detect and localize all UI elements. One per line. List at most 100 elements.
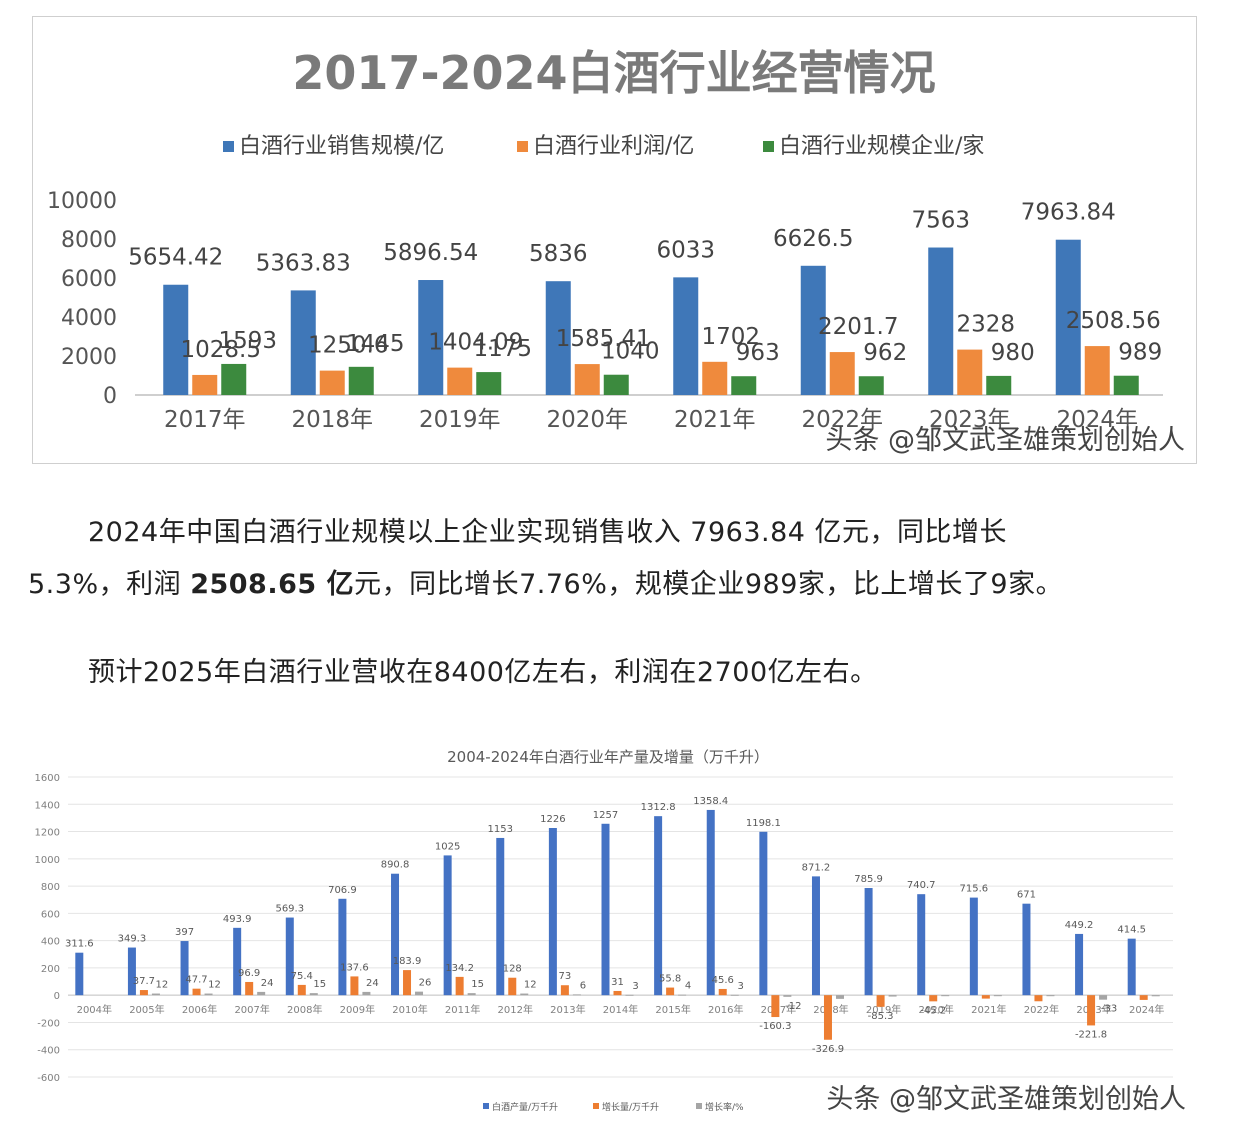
chart2-xtick: 2022年 bbox=[1024, 1003, 1059, 1016]
chart2-bar-1 bbox=[613, 990, 622, 996]
chart1-data-label: 1585.41 bbox=[556, 326, 651, 352]
chart2-data-label: 785.9 bbox=[854, 874, 883, 885]
chart1-data-label: 5896.54 bbox=[383, 240, 478, 266]
chart2-data-label: 349.3 bbox=[118, 934, 147, 945]
chart1-data-label: 963 bbox=[736, 340, 780, 366]
chart2-xtick: 2010年 bbox=[392, 1003, 427, 1016]
chart1-data-label: 1028.5 bbox=[181, 337, 261, 363]
chart1-data-label: 7563 bbox=[911, 208, 970, 234]
chart2-bar-0 bbox=[1022, 903, 1031, 996]
chart2-bar-0 bbox=[1127, 938, 1136, 996]
chart2-data-label: 24 bbox=[261, 978, 274, 989]
chart2-xtick: 2014年 bbox=[603, 1003, 638, 1016]
chart2-bar-1 bbox=[508, 977, 517, 996]
chart2-bar-0 bbox=[127, 947, 136, 996]
chart2-bar-0 bbox=[601, 823, 610, 996]
chart1-xtick: 2019年 bbox=[419, 407, 501, 433]
chart2-data-label: 73 bbox=[559, 971, 572, 982]
chart1-legend-label: 白酒行业规模企业/家 bbox=[779, 134, 984, 159]
chart2-bar-1 bbox=[981, 995, 990, 999]
chart2-ytick: 600 bbox=[41, 909, 60, 920]
chart1-ytick: 8000 bbox=[61, 228, 117, 253]
chart2-ytick: 1000 bbox=[35, 855, 60, 866]
chart2-bar-1 bbox=[1034, 995, 1043, 1002]
chart2-bar-2 bbox=[625, 994, 634, 996]
chart1-bar-1 bbox=[1084, 346, 1110, 395]
chart2-xtick: 2015年 bbox=[655, 1003, 690, 1016]
chart2-bar-1 bbox=[245, 981, 254, 996]
chart1-data-label: 2201.7 bbox=[818, 314, 898, 340]
chart2-bar-2 bbox=[467, 993, 476, 996]
chart1-legend-swatch bbox=[223, 141, 234, 152]
chart2-data-label: 1358.4 bbox=[693, 796, 728, 807]
chart2-bar-0 bbox=[180, 941, 189, 996]
chart2-data-label: -45.2 bbox=[920, 1005, 946, 1016]
chart2-data-label: 1226 bbox=[540, 814, 565, 825]
chart2-data-label: 1312.8 bbox=[641, 802, 676, 813]
chart2-data-label: 671 bbox=[1017, 890, 1036, 901]
chart2-bar-1 bbox=[876, 995, 885, 1007]
chart2-data-label: 183.9 bbox=[393, 956, 422, 967]
chart2-legend-label: 增长量/万千升 bbox=[602, 1101, 659, 1113]
paragraph-sales: 2024年中国白酒行业规模以上企业实现销售收入 7963.84 亿元，同比增长 bbox=[88, 510, 1007, 549]
chart2-data-label: 706.9 bbox=[328, 885, 357, 896]
chart1-xtick: 2020年 bbox=[546, 407, 628, 433]
chart2-xtick: 2016年 bbox=[708, 1003, 743, 1016]
chart2-bar-2 bbox=[941, 995, 950, 997]
chart1-bar-2 bbox=[1113, 375, 1139, 395]
chart2-bar-1 bbox=[350, 976, 359, 996]
chart2-bar-2 bbox=[572, 994, 581, 996]
chart2-data-label: 4 bbox=[685, 981, 691, 992]
chart2-bar-2 bbox=[888, 995, 897, 997]
chart1-bar-0 bbox=[290, 290, 316, 395]
chart1-data-label: 962 bbox=[863, 340, 907, 366]
chart1-ytick: 2000 bbox=[61, 345, 117, 370]
chart2-data-label: 740.7 bbox=[907, 880, 936, 891]
chart2-bar-2 bbox=[151, 993, 160, 996]
chart2-data-label: 128 bbox=[503, 964, 522, 975]
chart1-bar-2 bbox=[476, 372, 502, 395]
chart2-data-label: 24 bbox=[366, 978, 379, 989]
chart1-bar-0 bbox=[800, 265, 826, 395]
chart2-bar-2 bbox=[1046, 995, 1055, 997]
chart2-data-label: -33 bbox=[1101, 1004, 1117, 1015]
chart2-data-label: 569.3 bbox=[275, 904, 304, 915]
chart2-bar-0 bbox=[496, 837, 505, 996]
chart1-data-label: 1404.09 bbox=[428, 330, 523, 356]
chart2-data-label: 1198.1 bbox=[746, 818, 781, 829]
chart2-bar-1 bbox=[666, 987, 675, 996]
chart1-xtick: 2017年 bbox=[164, 407, 246, 433]
chart2-bar-0 bbox=[811, 876, 820, 996]
chart2-ytick: 200 bbox=[41, 964, 60, 975]
chart1-bar-0 bbox=[545, 281, 571, 395]
chart2-data-label: 37.7 bbox=[133, 976, 155, 987]
chart2-data-label: 397 bbox=[175, 927, 194, 938]
chart1-xtick: 2018年 bbox=[291, 407, 373, 433]
chart2-bar-1 bbox=[297, 984, 306, 996]
chart2-xtick: 2009年 bbox=[340, 1003, 375, 1016]
chart1-bar-2 bbox=[221, 363, 247, 395]
chart2-data-label: 45.6 bbox=[712, 975, 734, 986]
chart2-bar-2 bbox=[1099, 995, 1108, 1000]
chart2-title: 2004-2024年白酒行业年产量及增量（万千升） bbox=[447, 748, 769, 766]
chart2-bar-2 bbox=[415, 991, 424, 996]
chart1-bar-0 bbox=[1055, 239, 1081, 395]
chart2-xtick: 2006年 bbox=[182, 1003, 217, 1016]
chart1-data-label: 989 bbox=[1118, 340, 1162, 366]
chart2-legend-swatch bbox=[483, 1103, 489, 1109]
chart1-ytick: 10000 bbox=[47, 189, 117, 214]
chart2-ytick: 400 bbox=[41, 937, 60, 948]
paragraph-forecast: 预计2025年白酒行业营收在8400亿左右，利润在2700亿左右。 bbox=[88, 650, 878, 689]
chart1-bar-1 bbox=[574, 364, 600, 395]
chart1-data-label: 980 bbox=[991, 340, 1035, 366]
chart2-data-label: 134.2 bbox=[445, 963, 474, 974]
chart2-data-label: 3 bbox=[632, 981, 638, 992]
chart2-xtick: 2008年 bbox=[287, 1003, 322, 1016]
chart1-bar-1 bbox=[829, 352, 855, 395]
chart1-data-label: 6626.5 bbox=[773, 226, 853, 252]
chart2-ytick: -600 bbox=[37, 1073, 60, 1084]
chart2-xtick: 2005年 bbox=[129, 1003, 164, 1016]
chart2-data-label: 311.6 bbox=[65, 939, 94, 950]
chart2-xtick: 2013年 bbox=[550, 1003, 585, 1016]
chart1-data-label: 7963.84 bbox=[1021, 200, 1116, 226]
